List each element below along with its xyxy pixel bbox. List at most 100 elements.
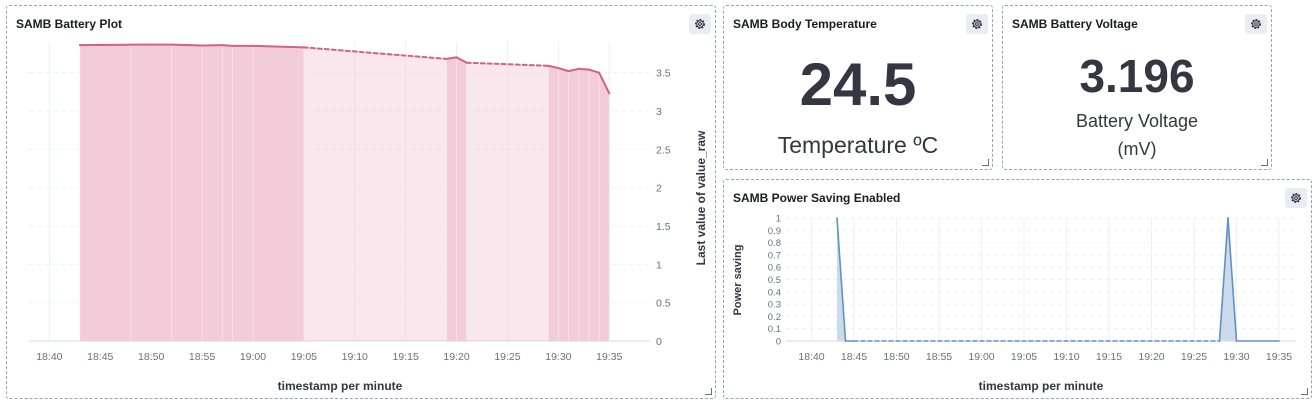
series-line-segment xyxy=(1227,217,1238,342)
battery-chart: 18:40 18:45 18:50 18:55 19:00 19:05 19:10 19:15… xyxy=(29,42,708,393)
battery-line xyxy=(78,43,611,95)
area-segment xyxy=(130,44,172,341)
gear-icon xyxy=(695,19,705,29)
body-temperature-panel: SAMB Body Temperature 24.5 Temperature º… xyxy=(723,5,993,170)
temperature-label: Temperature ºC xyxy=(777,132,939,158)
series-line-segment xyxy=(445,56,458,60)
x-tick-label: 19:25 xyxy=(494,351,520,363)
x-tick-label: 19:00 xyxy=(968,351,994,363)
area-segment xyxy=(466,62,549,341)
series-line-segment xyxy=(567,67,580,73)
area-segment xyxy=(79,44,131,341)
panel-options-button[interactable] xyxy=(689,14,711,34)
area-segment xyxy=(578,68,589,342)
panel-options-button[interactable] xyxy=(1245,14,1267,34)
battery-plot-panel: SAMB Battery Plot 18:40 18:45 18:50 18:55 19… xyxy=(6,5,716,399)
panel-title: SAMB Power Saving Enabled xyxy=(733,191,901,205)
x-tick-label: 19:05 xyxy=(1011,351,1037,363)
y-tick-label: 3.5 xyxy=(656,68,671,80)
series-line-segment xyxy=(170,43,204,47)
y-tick-label: 0.4 xyxy=(768,287,781,298)
battery-y-ticks: 0 0.5 1 1.5 2 2.5 3 3.5 xyxy=(656,68,671,348)
resize-handle-icon[interactable] xyxy=(1261,159,1268,166)
x-tick-label: 18:40 xyxy=(36,351,62,363)
area-segment xyxy=(568,68,579,342)
x-tick-label: 19:35 xyxy=(596,351,622,363)
series-line-segment xyxy=(251,44,305,49)
y-tick-label: 0.3 xyxy=(768,300,781,311)
x-tick-label: 19:20 xyxy=(443,351,469,363)
panel-options-button[interactable] xyxy=(1285,188,1307,208)
gear-icon xyxy=(1291,193,1301,203)
area-segment xyxy=(232,45,253,341)
series-line-segment xyxy=(557,67,570,73)
x-tick-label: 19:35 xyxy=(1266,351,1292,363)
y-tick-label: 0.2 xyxy=(768,312,781,323)
voltage-unit-label: (mV) xyxy=(1117,139,1157,159)
battery-x-axis-label: timestamp per minute xyxy=(278,379,403,393)
temperature-value: 24.5 xyxy=(799,51,917,118)
x-tick-label: 18:45 xyxy=(841,351,867,363)
power-saving-chart: 18:40 18:45 18:50 18:55 19:00 19:05 19:10 19:15… xyxy=(732,214,1296,393)
area-segment xyxy=(446,57,457,341)
voltage-value: 3.196 xyxy=(1079,50,1195,102)
series-line-segment xyxy=(455,56,468,64)
battery-area xyxy=(79,44,610,342)
power-x-ticks: 18:40 18:45 18:50 18:55 19:00 19:05 19:10 19:15… xyxy=(798,351,1292,363)
area-segment xyxy=(222,45,233,342)
gear-icon xyxy=(972,19,982,29)
area-segment xyxy=(548,65,559,341)
x-tick-label: 19:20 xyxy=(1138,351,1164,363)
panel-title: SAMB Battery Plot xyxy=(16,17,123,31)
power-line xyxy=(836,217,1280,342)
power-y-ticks: 0 0.10.20.3 0.40.50.6 0.70.80.91 xyxy=(768,214,781,348)
x-tick-label: 19:00 xyxy=(240,351,266,363)
y-tick-label: 2.5 xyxy=(656,144,671,156)
y-tick-label: 0.9 xyxy=(768,226,781,237)
panel-title: SAMB Battery Voltage xyxy=(1012,17,1138,31)
resize-handle-icon[interactable] xyxy=(1301,388,1308,395)
y-tick-label: 0 xyxy=(776,337,781,348)
x-tick-label: 18:50 xyxy=(883,351,909,363)
area-segment xyxy=(456,57,467,341)
series-line-segment xyxy=(221,44,234,47)
area-segment xyxy=(558,68,569,342)
x-tick-label: 18:40 xyxy=(798,351,824,363)
area-segment xyxy=(171,44,203,341)
area-segment xyxy=(599,72,610,342)
series-line-segment xyxy=(1218,217,1229,342)
x-tick-label: 18:55 xyxy=(926,351,952,363)
x-tick-label: 19:05 xyxy=(291,351,317,363)
gear-icon xyxy=(1251,19,1261,29)
x-tick-label: 19:15 xyxy=(1096,351,1122,363)
series-line-segment xyxy=(587,68,601,74)
x-tick-label: 19:30 xyxy=(1223,351,1249,363)
y-tick-label: 0.5 xyxy=(768,275,781,286)
y-tick-label: 1.5 xyxy=(656,221,671,233)
power-x-axis-label: timestamp per minute xyxy=(979,379,1104,393)
x-tick-label: 19:10 xyxy=(1053,351,1079,363)
battery-voltage-panel: SAMB Battery Voltage 3.196 Battery Volta… xyxy=(1002,5,1272,170)
panel-options-button[interactable] xyxy=(966,14,988,34)
x-tick-label: 19:10 xyxy=(342,351,368,363)
voltage-label: Battery Voltage xyxy=(1075,111,1199,131)
power-saving-panel: SAMB Power Saving Enabled 18:40 18:45 18:5… xyxy=(723,179,1312,399)
series-line-segment xyxy=(547,64,560,70)
resize-handle-icon[interactable] xyxy=(705,388,712,395)
battery-y-axis-label: Last value of value_raw xyxy=(694,130,708,265)
resize-handle-icon[interactable] xyxy=(982,159,989,166)
y-tick-label: 0.7 xyxy=(768,250,781,261)
y-tick-label: 0.8 xyxy=(768,238,781,249)
battery-x-ticks: 18:40 18:45 18:50 18:55 19:00 19:05 19:10 19:15… xyxy=(36,351,622,363)
y-tick-label: 0.1 xyxy=(768,324,781,335)
area-segment xyxy=(588,69,600,341)
series-line-segment xyxy=(577,67,590,71)
power-grid xyxy=(786,217,1296,342)
series-line-segment xyxy=(598,71,611,95)
power-y-axis-label: Power saving xyxy=(732,245,744,316)
x-tick-label: 19:30 xyxy=(545,351,571,363)
x-tick-label: 19:15 xyxy=(393,351,419,363)
y-tick-label: 1 xyxy=(656,259,662,271)
y-tick-label: 0.5 xyxy=(656,298,671,310)
series-line-segment xyxy=(302,46,448,60)
